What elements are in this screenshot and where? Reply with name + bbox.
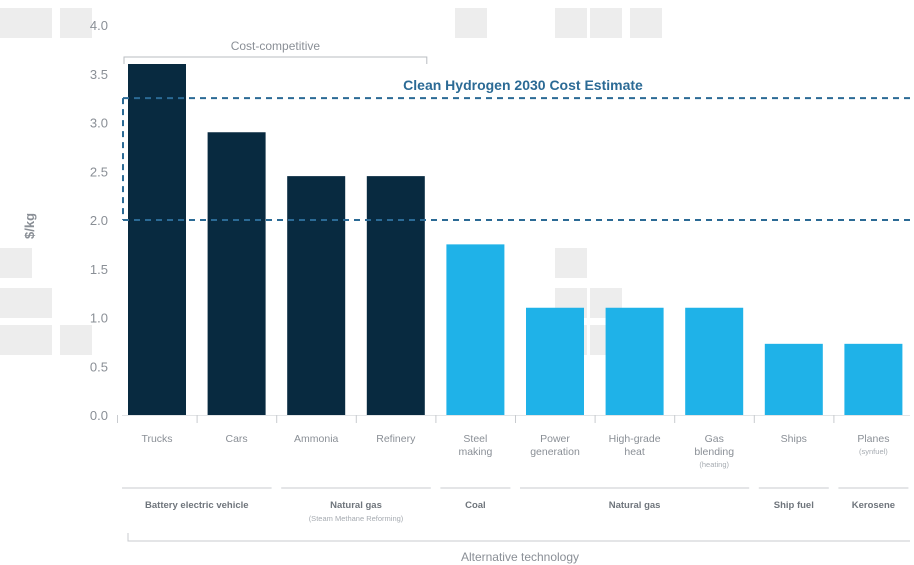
bracket-line xyxy=(123,56,428,64)
category-label: Trucks xyxy=(141,433,172,445)
category-sublabel: (heating) xyxy=(699,460,729,469)
y-tick-label: 1.0 xyxy=(90,311,108,326)
bar xyxy=(446,244,505,415)
watermark-square xyxy=(555,248,587,278)
category-label: generation xyxy=(530,446,580,458)
y-tick-label: 0.5 xyxy=(90,359,108,374)
group-sublabel: (Steam Methane Reforming) xyxy=(309,514,404,523)
category-label: blending xyxy=(694,446,734,458)
group-label: Battery electric vehicle xyxy=(145,500,249,511)
category-label: Steel xyxy=(463,433,487,445)
category-label: Planes xyxy=(857,433,889,445)
cost-competitive-bracket: Cost-competitive xyxy=(123,39,428,64)
bar xyxy=(366,176,425,415)
watermark-square xyxy=(590,8,622,38)
category-label: Ships xyxy=(781,433,807,445)
watermark-square xyxy=(20,288,52,318)
bar xyxy=(128,64,186,415)
watermark-square xyxy=(630,8,662,38)
category-label: heat xyxy=(624,446,645,458)
watermark-square xyxy=(60,8,92,38)
y-axis-label: $/kg xyxy=(22,213,37,239)
cost-estimate-band: Clean Hydrogen 2030 Cost Estimate xyxy=(122,77,912,221)
group-label: Natural gas xyxy=(330,500,382,511)
group-label: Ship fuel xyxy=(774,500,814,511)
y-tick-label: 4.0 xyxy=(90,18,108,33)
y-tick-label: 1.5 xyxy=(90,262,108,277)
group-labels: Battery electric vehicle Natural gas (Stea… xyxy=(122,487,909,523)
y-axis-ticks: 0.0 0.5 1.0 1.5 2.0 2.5 3.0 3.5 4.0 xyxy=(90,18,108,423)
bar xyxy=(287,176,346,415)
y-tick-label: 0.0 xyxy=(90,408,108,423)
watermark-square xyxy=(555,8,587,38)
cost-band-label: Clean Hydrogen 2030 Cost Estimate xyxy=(403,77,643,93)
category-label: High-grade xyxy=(609,433,661,445)
group-label: Coal xyxy=(465,500,486,511)
category-label: Refinery xyxy=(376,433,416,445)
category-label: Ammonia xyxy=(294,433,339,445)
category-label: Cars xyxy=(226,433,248,445)
bars xyxy=(117,64,910,423)
category-sublabel: (synfuel) xyxy=(859,447,888,456)
bar xyxy=(764,343,823,415)
footer-label: Alternative technology xyxy=(461,550,579,564)
group-label: Natural gas xyxy=(609,500,661,511)
bar xyxy=(605,307,664,415)
watermark-square xyxy=(60,325,92,355)
y-tick-label: 2.5 xyxy=(90,164,108,179)
watermark-square xyxy=(20,8,52,38)
category-label: Power xyxy=(540,433,570,445)
footer-bracket-line xyxy=(127,533,910,542)
watermark-square xyxy=(455,8,487,38)
y-tick-label: 2.0 xyxy=(90,213,108,228)
bar xyxy=(844,343,903,415)
category-label: making xyxy=(458,446,492,458)
bar xyxy=(685,307,744,415)
y-tick-label: 3.5 xyxy=(90,67,108,82)
bar xyxy=(526,307,584,415)
watermark-square xyxy=(20,325,52,355)
y-tick-label: 3.0 xyxy=(90,116,108,131)
group-label: Kerosene xyxy=(852,500,895,511)
bar xyxy=(207,132,266,415)
bracket-label: Cost-competitive xyxy=(231,39,321,53)
alternative-technology-bracket: Alternative technology xyxy=(127,533,910,564)
watermark-square xyxy=(0,248,32,278)
category-label: Gas xyxy=(705,433,724,445)
